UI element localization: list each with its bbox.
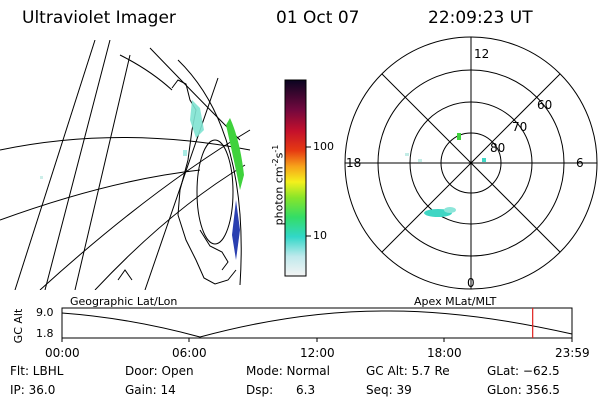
timeline-tick-4: 23:59 — [555, 346, 590, 360]
timeline-tick-3: 18:00 — [427, 346, 462, 360]
colorbar-tick-10: 10 — [313, 229, 327, 242]
colorbar-unit-label: photon cm-2s-1 — [271, 144, 286, 226]
info-ip: IP: 36.0 — [10, 383, 56, 397]
info-door: Door: Open — [125, 364, 194, 378]
mlt-label-12: 12 — [474, 47, 490, 61]
timeline-right-label: Apex MLat/MLT — [414, 295, 497, 308]
date-label: 01 Oct 07 — [276, 8, 360, 28]
mlt-label-6: 6 — [576, 156, 584, 170]
colorbar-tick-100: 100 — [313, 140, 334, 153]
timeline-y-low: 1.8 — [36, 327, 54, 340]
mlat-label-60: 60 — [537, 98, 553, 112]
info-gc-alt: GC Alt: 5.7 Re — [366, 364, 450, 378]
info-glat: GLat: −62.5 — [487, 364, 560, 378]
timeline-axis-title: GC Alt — [12, 308, 25, 344]
info-mode: Mode: Normal — [246, 364, 330, 378]
timeline-tick-0: 00:00 — [45, 346, 80, 360]
app-title: Ultraviolet Imager — [22, 8, 176, 28]
info-seq: Seq: 39 — [366, 383, 412, 397]
mlt-label-0: 0 — [467, 276, 475, 290]
info-glon: GLon: 356.5 — [487, 383, 560, 397]
mlt-label-18: 18 — [346, 156, 362, 170]
timeline-tick-1: 06:00 — [172, 346, 207, 360]
info-dsp: Dsp: 6.3 — [246, 383, 316, 397]
mlat-label-70: 70 — [512, 120, 528, 134]
timeline-tick-2: 12:00 — [300, 346, 335, 360]
info-gain: Gain: 14 — [125, 383, 176, 397]
timeline-left-label: Geographic Lat/Lon — [70, 295, 178, 308]
mlat-label-80: 80 — [490, 141, 506, 155]
timeline-y-high: 9.0 — [36, 306, 54, 319]
time-label: 22:09:23 UT — [428, 8, 533, 28]
info-flt: Flt: LBHL — [10, 364, 64, 378]
